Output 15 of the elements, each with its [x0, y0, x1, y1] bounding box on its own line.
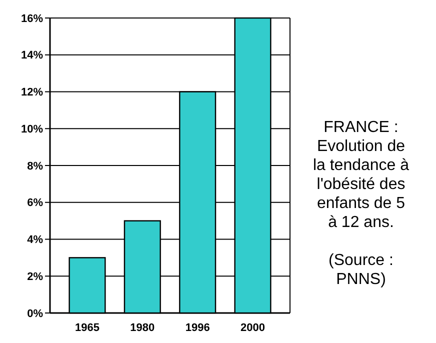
x-tick-label: 1996 — [185, 322, 210, 334]
y-tick-label: 12% — [20, 86, 44, 99]
y-tick-label: 4% — [27, 234, 44, 246]
x-tick-label: 1965 — [75, 322, 100, 334]
x-tick-label: 1980 — [130, 322, 155, 334]
y-tick-label: 0% — [27, 308, 44, 320]
y-tick-label: 14% — [20, 50, 44, 62]
y-tick-label: 8% — [27, 160, 44, 172]
text: FRANCE : Evolution de la tendance à l'obésité des enfants de 5 à 12 ans. — [312, 119, 410, 231]
y-tick-label: 2% — [27, 270, 44, 283]
text: (Source : PNNS) — [328, 252, 394, 288]
x-tick-label: 2000 — [240, 322, 265, 334]
y-tick-label: 6% — [27, 197, 44, 210]
y-tick-label: 16% — [20, 12, 44, 25]
y-tick-label: 10% — [20, 123, 44, 136]
